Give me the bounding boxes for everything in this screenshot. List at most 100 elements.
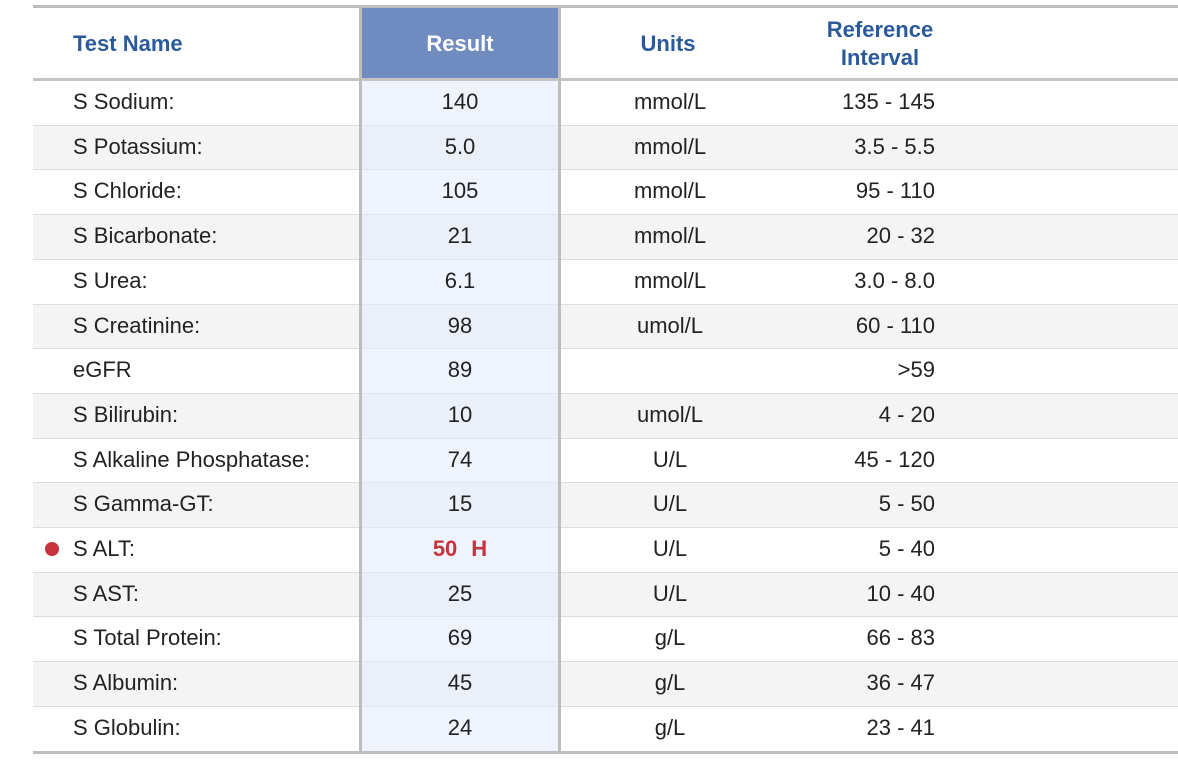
column-header: Units [640, 31, 696, 56]
test-name: S Potassium: [73, 133, 203, 159]
reference-interval: 5 - 40 [878, 536, 935, 561]
units: U/L [652, 491, 688, 517]
row-background [33, 348, 1178, 393]
row-background [33, 571, 1178, 617]
bottom-border [33, 750, 1178, 754]
test-name: S Globulin: [73, 714, 181, 740]
units: mmol/L [633, 178, 707, 204]
result: 89 [361, 348, 559, 392]
row-background [33, 214, 1178, 259]
reference-interval: 20 - 32 [866, 223, 936, 249]
row-background [33, 616, 1178, 662]
column-border [359, 5, 362, 754]
result-header-bg [361, 8, 559, 80]
test-name: S Bilirubin: [73, 401, 179, 427]
result: 69 [361, 616, 559, 660]
reference-interval: 60 - 110 [855, 312, 935, 338]
row-background [33, 437, 1178, 483]
result: 21 [361, 214, 559, 258]
reference-interval: >59 [897, 357, 935, 383]
test-name: S Total Protein: [73, 625, 222, 651]
header-border [33, 78, 1178, 81]
units: mmol/L [633, 223, 707, 249]
result-value: 15 [447, 491, 473, 517]
test-name: S ALT: [73, 536, 135, 561]
result-value: 140 [441, 89, 479, 114]
reference-interval: 5 - 50 [878, 491, 935, 517]
result: 50 H [361, 527, 559, 571]
test-name: S Albumin: [73, 670, 179, 696]
row-background [33, 258, 1178, 304]
result: 6.1 [361, 259, 559, 303]
reference-interval: 135 - 145 [842, 89, 935, 114]
result: 74 [361, 438, 559, 482]
result-column [361, 80, 559, 751]
column-header: Reference Interval [826, 17, 934, 70]
units: mmol/L [633, 89, 707, 114]
units: U/L [652, 536, 688, 561]
result-value: 6.1 [444, 267, 476, 293]
result: 25 [361, 572, 559, 616]
units: mmol/L [633, 267, 707, 293]
row-background [33, 705, 1178, 751]
result: 5.0 [361, 125, 559, 169]
units: g/L [654, 670, 686, 696]
column-border [558, 5, 561, 754]
test-name: eGFR [73, 357, 132, 383]
units: g/L [654, 714, 686, 740]
result-value: 24 [447, 714, 473, 740]
result: 140 [361, 80, 559, 124]
test-name: S AST: [73, 580, 140, 606]
reference-interval: 3.0 - 8.0 [854, 267, 935, 293]
test-name: S Chloride: [73, 178, 182, 204]
reference-interval: 95 - 110 [855, 178, 935, 204]
result-value: 25 [447, 580, 473, 606]
result-value: 21 [447, 223, 473, 249]
row-background [33, 124, 1178, 170]
reference-interval: 45 - 120 [854, 446, 935, 472]
test-name: S Gamma-GT: [73, 491, 214, 517]
result-value: 10 [447, 401, 473, 427]
test-name: S Bicarbonate: [73, 223, 218, 249]
reference-interval: 4 - 20 [878, 401, 935, 427]
row-background [33, 527, 1178, 572]
reference-interval: 66 - 83 [866, 625, 936, 651]
column-header: Test Name [73, 31, 183, 56]
result-value: 98 [447, 312, 473, 338]
result-flag: H [471, 536, 488, 561]
units: mmol/L [633, 133, 707, 159]
row-background [33, 392, 1178, 438]
test-name: S Urea: [73, 267, 148, 293]
units: U/L [652, 580, 688, 606]
flag-dot [45, 542, 59, 557]
reference-interval: 23 - 41 [866, 714, 936, 740]
row-background [33, 482, 1178, 527]
row-background [33, 169, 1178, 215]
reference-interval: 36 - 47 [866, 670, 936, 696]
reference-interval: 3.5 - 5.5 [854, 133, 935, 159]
result-value: 5.0 [444, 133, 476, 159]
result: 98 [361, 304, 559, 348]
result: 15 [361, 482, 559, 526]
column-header: Result [426, 31, 494, 56]
test-name: S Creatinine: [73, 312, 201, 338]
result: 45 [361, 661, 559, 705]
row-background [33, 80, 1178, 125]
result-value: 50 [432, 536, 458, 561]
result-value: 69 [447, 625, 473, 651]
reference-interval: 10 - 40 [866, 580, 936, 606]
test-name: S Sodium: [73, 89, 175, 114]
units: umol/L [636, 312, 704, 338]
units: umol/L [636, 401, 704, 427]
units: U/L [652, 446, 688, 472]
test-name: S Alkaline Phosphatase: [73, 446, 311, 472]
result: 24 [361, 706, 559, 750]
result: 105 [361, 169, 559, 213]
top-border [33, 5, 1178, 8]
result-value: 105 [441, 178, 479, 204]
result-value: 74 [447, 446, 473, 472]
result-value: 45 [447, 670, 473, 696]
result-value: 89 [447, 357, 473, 383]
